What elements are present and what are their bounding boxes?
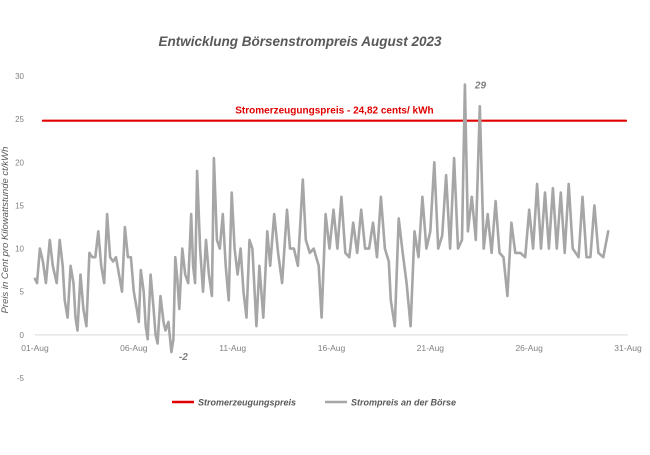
legend-entry-label: Stromerzeugungspreis [198, 398, 296, 408]
data-label: 29 [474, 81, 487, 92]
y-axis-label: Preis in Cent pro Kilowattstunde ct/kWh [0, 147, 11, 314]
x-tick-label: 11-Aug [219, 343, 246, 353]
y-tick-label: 0 [20, 331, 25, 340]
y-tick-label: -5 [17, 374, 25, 383]
legend-entry-label: Strompreis an der Börse [351, 398, 456, 408]
series-line-strompreis-boerse [33, 83, 610, 354]
data-label: -2 [179, 352, 188, 363]
x-tick-label: 26-Aug [515, 343, 543, 353]
y-tick-label: 20 [15, 158, 24, 167]
chart-title: Entwicklung Börsenstrompreis August 2023 [158, 34, 442, 49]
y-tick-label: 25 [15, 115, 24, 124]
y-tick-label: 10 [15, 245, 24, 254]
y-tick-label: 30 [15, 72, 24, 81]
y-tick-label: 5 [20, 288, 25, 297]
series-label: Stromerzeugungspreis - 24,82 cents/ kWh [235, 106, 433, 117]
tick-labels: -5 0 5 10 15 20 25 30 01-Aug 06-Aug 11-Aug 16-Aug 21… [15, 72, 642, 383]
x-tick-label: 21-Aug [417, 343, 445, 353]
y-tick-label: 15 [15, 201, 24, 210]
x-tick-label: 06-Aug [120, 343, 148, 353]
legend: Stromerzeugungspreis Strompreis an der Bö… [172, 398, 456, 408]
annotations-layer: 29 -2 [179, 81, 487, 363]
x-tick-label: 01-Aug [21, 343, 49, 353]
x-tick-label: 16-Aug [318, 343, 346, 353]
series-layer: Stromerzeugungspreis - 24,82 cents/ kWh [33, 83, 628, 354]
x-tick-label: 31-Aug [614, 343, 642, 353]
